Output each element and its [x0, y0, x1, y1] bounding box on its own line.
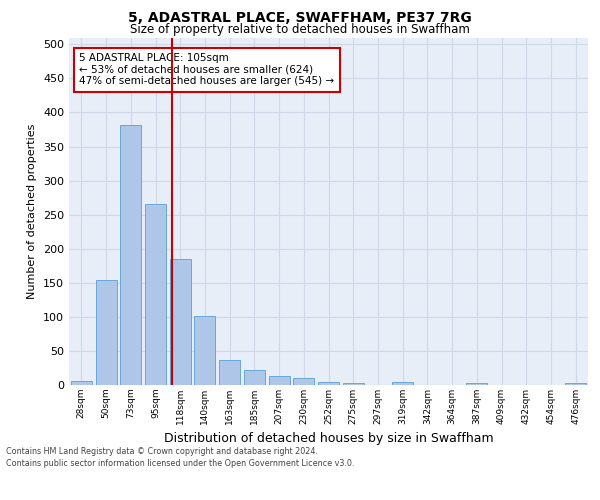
Bar: [145, 204, 166, 385]
Bar: [71, 381, 92, 385]
Bar: [466, 383, 487, 385]
Text: 5 ADASTRAL PLACE: 105sqm
← 53% of detached houses are smaller (624)
47% of semi-: 5 ADASTRAL PLACE: 105sqm ← 53% of detach…: [79, 53, 335, 86]
Bar: [120, 126, 141, 385]
Bar: [269, 376, 290, 385]
Text: Contains public sector information licensed under the Open Government Licence v3: Contains public sector information licen…: [6, 459, 355, 468]
Bar: [392, 382, 413, 385]
Y-axis label: Number of detached properties: Number of detached properties: [28, 124, 37, 299]
Text: 5, ADASTRAL PLACE, SWAFFHAM, PE37 7RG: 5, ADASTRAL PLACE, SWAFFHAM, PE37 7RG: [128, 12, 472, 26]
X-axis label: Distribution of detached houses by size in Swaffham: Distribution of detached houses by size …: [164, 432, 493, 446]
Text: Contains HM Land Registry data © Crown copyright and database right 2024.: Contains HM Land Registry data © Crown c…: [6, 448, 318, 456]
Bar: [565, 383, 586, 385]
Text: Size of property relative to detached houses in Swaffham: Size of property relative to detached ho…: [130, 22, 470, 36]
Bar: [244, 370, 265, 385]
Bar: [194, 316, 215, 385]
Bar: [219, 360, 240, 385]
Bar: [318, 382, 339, 385]
Bar: [170, 259, 191, 385]
Bar: [343, 383, 364, 385]
Bar: [293, 378, 314, 385]
Bar: [95, 280, 116, 385]
